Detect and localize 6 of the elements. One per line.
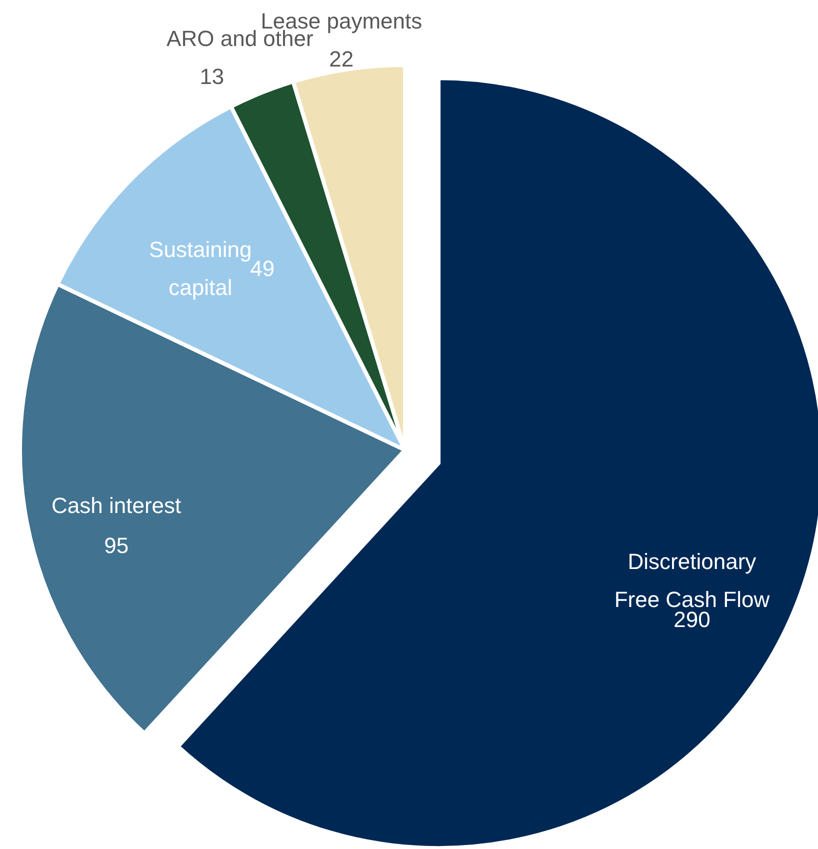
slice-label: Sustaining capital (149, 237, 252, 300)
slice-label: Cash interest (52, 492, 182, 518)
data-label: 22 (329, 46, 354, 72)
data-label: 13 (200, 64, 224, 89)
data-label: 49 (250, 256, 275, 282)
data-label: 95 (104, 532, 129, 558)
